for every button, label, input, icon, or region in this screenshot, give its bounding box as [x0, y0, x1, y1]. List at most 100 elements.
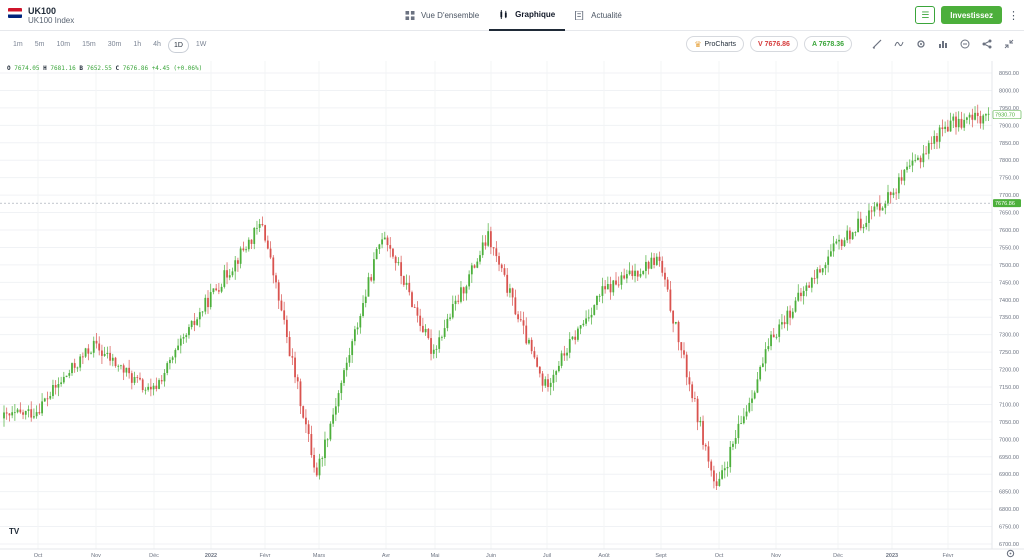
interval-5m[interactable]: 5m: [34, 41, 45, 48]
candle-body: [231, 271, 234, 276]
candle-body: [443, 328, 446, 337]
interval-1m[interactable]: 1m: [13, 41, 23, 48]
candle-body: [764, 349, 767, 364]
candle-body: [781, 322, 783, 325]
candle-body: [878, 203, 881, 211]
candle-body: [27, 409, 30, 411]
compare-icon[interactable]: [960, 39, 970, 49]
tab-news[interactable]: Actualité: [565, 0, 632, 31]
candle-body: [19, 409, 22, 413]
y-tick-label: 7050.00: [999, 420, 1019, 426]
draw-icon[interactable]: [872, 39, 882, 49]
interval-selector: 1m 5m 10m 15m 30m 1h 4h 1D 1W: [8, 38, 211, 53]
candle-body: [299, 381, 302, 407]
x-tick-label: Févr: [943, 553, 954, 559]
candle-body: [721, 470, 723, 479]
candle-body: [103, 353, 106, 356]
candle-body: [228, 275, 231, 278]
candle-body: [783, 322, 786, 325]
candle-body: [647, 261, 650, 269]
candle-body: [481, 242, 484, 256]
candle-body: [62, 376, 65, 383]
interval-15m[interactable]: 15m: [82, 41, 96, 48]
candle-body: [73, 363, 76, 368]
tab-overview[interactable]: Vue D'ensemble: [395, 0, 489, 31]
candle-body: [699, 420, 702, 423]
candle-body: [587, 317, 590, 319]
candle-body: [476, 261, 479, 268]
axis-settings-icon[interactable]: [1006, 549, 1015, 558]
candle-body: [245, 249, 247, 251]
candle-body: [22, 412, 24, 415]
y-tick-label: 7450.00: [999, 280, 1019, 286]
price-chart[interactable]: 8050.00 8000.00 7950.00 7900.00 7850.00 7800.…: [0, 61, 1024, 560]
indicators-icon[interactable]: [894, 39, 904, 49]
candle-body: [101, 350, 103, 356]
candle-body: [944, 126, 947, 130]
candle-body: [296, 377, 299, 382]
y-tick-label: 7200.00: [999, 368, 1019, 374]
candle-body: [473, 265, 476, 268]
candle-body: [794, 300, 797, 312]
buy-price-button[interactable]: A 7678.36: [803, 36, 852, 52]
candle-body: [397, 262, 400, 264]
candle-body: [421, 325, 424, 333]
candle-body: [713, 470, 715, 482]
ohlc-close: 7676.86: [122, 65, 149, 72]
candle-body: [411, 292, 413, 307]
candle-body: [892, 192, 895, 196]
y-tick-label: 6900.00: [999, 472, 1019, 478]
candle-body: [906, 166, 908, 170]
candle-body: [941, 127, 944, 130]
interval-1d[interactable]: 1D: [167, 38, 189, 53]
tab-news-label: Actualité: [591, 11, 622, 20]
interval-1w[interactable]: 1W: [195, 41, 207, 48]
candle-body: [639, 273, 642, 277]
candle-body: [761, 363, 764, 367]
chart-type-icon[interactable]: [938, 39, 948, 49]
watchlist-add-button[interactable]: ☰: [915, 6, 936, 24]
top-bar: UK100 UK100 Index Vue D'ensemble Graphiq…: [0, 0, 1024, 31]
candle-body: [41, 401, 43, 414]
candle-body: [669, 289, 672, 311]
candle-body: [533, 351, 536, 358]
x-tick-label: Avr: [382, 553, 390, 559]
candle-body: [636, 270, 639, 277]
candle-body: [737, 423, 740, 439]
interval-4h[interactable]: 4h: [153, 41, 161, 48]
candle-body: [859, 218, 862, 229]
candle-body: [87, 348, 90, 354]
candle-body: [149, 386, 152, 390]
candle-body: [402, 276, 405, 285]
candle-body: [201, 311, 204, 313]
candle-body: [79, 356, 82, 368]
candle-body: [623, 275, 626, 279]
y-tick-label: 7600.00: [999, 228, 1019, 234]
main-tabs: Vue D'ensemble Graphique Actualité: [395, 0, 632, 31]
candle-body: [324, 439, 326, 459]
y-tick-label: 7650.00: [999, 211, 1019, 217]
candle-body: [846, 230, 849, 241]
candle-body: [373, 259, 375, 281]
interval-1h[interactable]: 1h: [133, 41, 142, 48]
share-icon[interactable]: [982, 39, 992, 49]
invest-button[interactable]: Investissez: [941, 6, 1002, 24]
price-axis: 8050.00 8000.00 7950.00 7900.00 7850.00 7800.…: [991, 61, 1019, 549]
candle-body: [767, 346, 770, 350]
candle-body: [925, 153, 927, 155]
procharts-button[interactable]: ♛ ProCharts: [686, 36, 745, 52]
time-axis: Oct Nov Déc 2022 Févr Mars Avr Mai Juin Juil Août S…: [0, 548, 1024, 559]
tab-chart[interactable]: Graphique: [489, 0, 566, 31]
collapse-icon[interactable]: [1004, 39, 1014, 49]
interval-10m[interactable]: 10m: [56, 41, 71, 48]
candle-body: [8, 413, 11, 416]
candle-body: [854, 232, 857, 233]
candle-body: [849, 230, 851, 240]
candle-body: [220, 286, 223, 292]
ohlc-low-label: B: [79, 65, 83, 72]
more-menu-icon[interactable]: ⋮: [1008, 9, 1019, 22]
settings-icon[interactable]: [916, 39, 926, 49]
candle-body: [876, 203, 879, 207]
sell-price-button[interactable]: V 7676.86: [750, 36, 798, 52]
interval-30m[interactable]: 30m: [107, 41, 122, 48]
